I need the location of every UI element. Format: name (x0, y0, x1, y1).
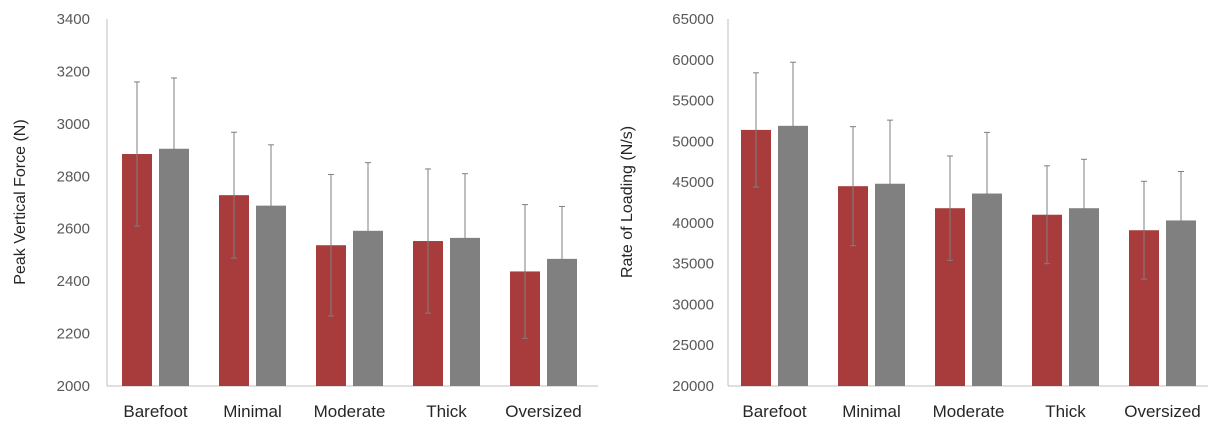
y-tick-label: 3000 (57, 116, 90, 133)
x-category-label: Thick (426, 402, 467, 421)
x-axis: Barefoot Minimal Moderate Thick Oversized (123, 402, 581, 421)
bars (741, 125, 1196, 387)
y-tick-label: 35000 (672, 256, 714, 273)
x-category-label: Barefoot (123, 402, 188, 421)
y-tick-label: 50000 (672, 133, 714, 150)
y-tick-label: 2600 (57, 221, 90, 238)
x-axis: Barefoot Minimal Moderate Thick Oversized (742, 402, 1200, 421)
x-category-label: Minimal (842, 402, 901, 421)
y-axis-title: Rate of Loading (N/s) (619, 126, 636, 278)
y-tick-label: 60000 (672, 52, 714, 69)
y-tick-label: 30000 (672, 296, 714, 313)
y-axis: 20000 25000 30000 35000 40000 45000 50000 55000… (672, 11, 1208, 395)
y-axis: 2000 2200 2400 2600 2800 3000 3200 3400 (57, 11, 598, 395)
x-category-label: Barefoot (742, 402, 807, 421)
error-bars (134, 77, 565, 339)
peak-vertical-force-chart: 2000 2200 2400 2600 2800 3000 3200 3400 Barefoo… (12, 11, 598, 421)
y-tick-label: 3400 (57, 11, 90, 28)
error-bars (753, 61, 1184, 280)
y-tick-label: 2800 (57, 168, 90, 185)
x-category-label: Oversized (1124, 402, 1201, 421)
x-category-label: Oversized (505, 402, 582, 421)
x-category-label: Moderate (314, 402, 386, 421)
x-category-label: Moderate (933, 402, 1005, 421)
y-tick-label: 2200 (57, 326, 90, 343)
y-tick-label: 2400 (57, 273, 90, 290)
x-category-label: Minimal (223, 402, 282, 421)
y-tick-label: 25000 (672, 337, 714, 354)
y-tick-label: 2000 (57, 378, 90, 395)
bars (122, 148, 577, 386)
x-category-label: Thick (1045, 402, 1086, 421)
y-tick-label: 3200 (57, 63, 90, 80)
rate-of-loading-chart: 20000 25000 30000 35000 40000 45000 50000 55000… (619, 11, 1208, 421)
y-tick-label: 55000 (672, 93, 714, 110)
y-tick-label: 65000 (672, 11, 714, 28)
y-tick-label: 40000 (672, 215, 714, 232)
y-axis-title: Peak Vertical Force (N) (12, 119, 29, 284)
y-tick-label: 45000 (672, 174, 714, 191)
y-tick-label: 20000 (672, 378, 714, 395)
